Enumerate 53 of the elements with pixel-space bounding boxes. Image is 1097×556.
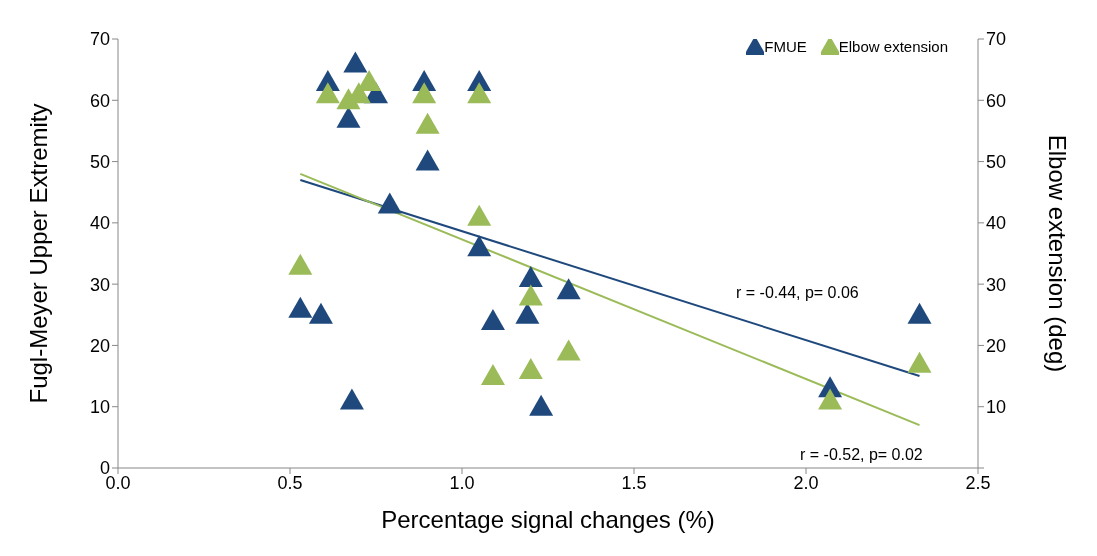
y2-tick-label: 70 (986, 29, 1007, 50)
point (377, 192, 402, 214)
y2-tick-label: 30 (986, 274, 1007, 295)
point (339, 388, 364, 410)
y2-tick-label: 40 (986, 213, 1007, 234)
point (518, 357, 543, 379)
y2-axis-title: Elbow extension (deg) (1044, 134, 1072, 373)
point (467, 235, 492, 257)
point (480, 364, 505, 386)
y-tick-label: 10 (89, 397, 110, 418)
point (556, 339, 581, 361)
y-tick-label: 40 (89, 213, 110, 234)
point (556, 278, 581, 300)
x-tick-label: 2.0 (793, 472, 819, 493)
point (467, 82, 492, 104)
point (315, 82, 340, 104)
x-tick-label: 1.0 (449, 472, 475, 493)
point (518, 266, 543, 288)
y2-tick-label: 20 (986, 335, 1007, 356)
annotation: r = -0.52, p= 0.02 (800, 446, 923, 464)
point (518, 284, 543, 306)
legend-label: Elbow extension (837, 38, 948, 55)
point (415, 112, 440, 134)
point (343, 51, 368, 73)
point (515, 302, 540, 324)
point (412, 82, 437, 104)
point (308, 302, 333, 324)
point (818, 388, 843, 410)
point (357, 69, 382, 91)
point (467, 204, 492, 226)
point (907, 302, 932, 324)
x-tick-label: 1.5 (621, 472, 647, 493)
x-axis-title: Percentage signal changes (%) (381, 506, 715, 533)
point (288, 296, 313, 318)
annotation: r = -0.44, p= 0.06 (736, 284, 859, 302)
point (415, 149, 440, 171)
y-axis-title: Fugl-Meyer Upper Extremity (24, 103, 52, 404)
y2-tick-label: 50 (986, 151, 1007, 172)
legend-label: FMUE (763, 38, 807, 55)
point (480, 308, 505, 330)
y-tick-label: 50 (89, 151, 110, 172)
y2-tick-label: 10 (986, 397, 1007, 418)
y-tick-label: 30 (89, 274, 110, 295)
point (288, 253, 313, 275)
y2-tick-label: 60 (986, 90, 1007, 111)
y-tick-label: 70 (89, 29, 110, 50)
x-tick-label: 0.5 (277, 472, 303, 493)
point (907, 351, 932, 373)
point (336, 106, 361, 128)
y-tick-label: 20 (89, 335, 110, 356)
y-tick-label: 60 (89, 90, 110, 111)
point (529, 394, 554, 416)
x-tick-label: 2.5 (965, 472, 991, 493)
